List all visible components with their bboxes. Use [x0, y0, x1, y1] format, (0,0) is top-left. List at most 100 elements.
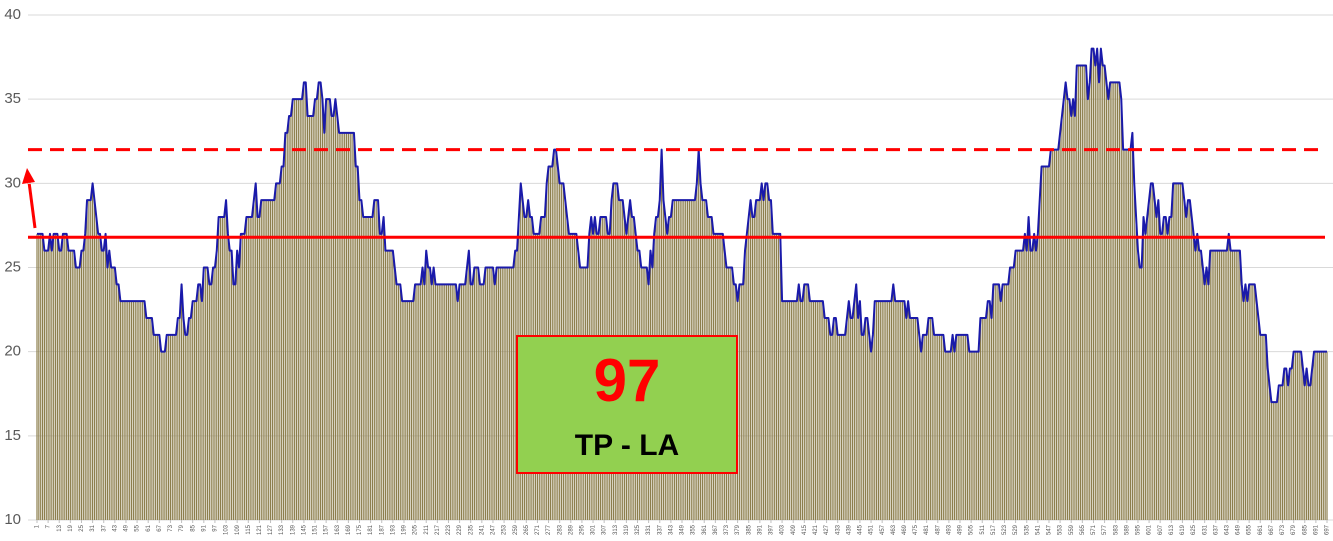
annotation-box — [516, 335, 738, 474]
bar — [101, 250, 103, 520]
bar — [262, 200, 264, 520]
bar — [1133, 183, 1135, 521]
bar — [920, 351, 922, 520]
bar — [1276, 402, 1278, 520]
bar — [785, 301, 787, 520]
bar — [351, 132, 353, 521]
bar — [75, 267, 77, 520]
x-tick-label: 271 — [535, 524, 541, 535]
bar — [384, 250, 387, 520]
bar — [179, 318, 181, 520]
bar — [1302, 368, 1304, 520]
bar — [1109, 82, 1111, 520]
bar — [442, 284, 444, 520]
x-tick-label: 61 — [146, 524, 152, 531]
bar — [342, 132, 344, 521]
x-tick-label: 49 — [124, 524, 130, 531]
bar — [151, 318, 153, 520]
bar — [1142, 217, 1145, 520]
bar — [996, 284, 998, 520]
bar — [162, 351, 164, 520]
bar — [1020, 250, 1022, 520]
bar — [661, 149, 663, 520]
bar — [188, 318, 190, 520]
bar — [79, 267, 81, 520]
bar — [1096, 48, 1098, 521]
bar — [279, 183, 281, 521]
bar — [444, 284, 446, 520]
bar — [490, 267, 492, 520]
bar — [1126, 149, 1128, 520]
bar — [277, 183, 279, 521]
bar — [395, 284, 398, 520]
bar — [1235, 250, 1237, 520]
bar — [347, 132, 349, 521]
bar — [946, 351, 948, 520]
bar — [286, 132, 288, 521]
bar — [838, 334, 841, 520]
bar — [501, 267, 503, 520]
x-tick-label: 337 — [657, 524, 663, 535]
bar — [282, 166, 285, 520]
bar — [811, 301, 813, 520]
bar — [1198, 250, 1200, 520]
bar — [755, 200, 757, 520]
bar — [388, 250, 390, 520]
bar — [158, 334, 160, 520]
bar — [1233, 250, 1235, 520]
bar — [989, 301, 991, 520]
bar — [749, 200, 752, 520]
bar — [321, 99, 324, 521]
x-tick-label: 127 — [268, 524, 274, 535]
bar — [892, 284, 894, 520]
x-tick-label: 595 — [1136, 524, 1142, 535]
bar — [117, 284, 120, 520]
bar — [746, 233, 748, 521]
bar — [698, 149, 700, 520]
x-tick-label: 259 — [513, 524, 519, 535]
bar — [1226, 250, 1228, 520]
bar — [1217, 250, 1219, 520]
bar — [43, 250, 46, 520]
bar — [255, 183, 257, 521]
x-tick-label: 283 — [557, 524, 563, 535]
bar — [1318, 351, 1321, 520]
bar — [297, 99, 299, 521]
x-tick-label: 475 — [913, 524, 919, 535]
x-tick-label: 7 — [46, 524, 52, 528]
bar — [953, 351, 956, 520]
bar — [1287, 385, 1289, 520]
bar — [1255, 301, 1258, 520]
x-tick-label: 313 — [613, 524, 619, 535]
bar — [864, 318, 867, 520]
bar — [974, 351, 976, 520]
bar — [890, 301, 893, 520]
bar — [1211, 250, 1213, 520]
x-tick-label: 553 — [1058, 524, 1064, 535]
bar — [1307, 385, 1310, 520]
bar — [184, 334, 186, 520]
bar — [876, 301, 878, 520]
x-tick-label: 613 — [1169, 524, 1175, 535]
bar — [792, 301, 794, 520]
bar — [1131, 132, 1133, 521]
bar — [88, 200, 90, 520]
bar — [431, 284, 433, 520]
bar — [103, 250, 105, 520]
bar — [357, 166, 359, 520]
bar — [186, 334, 188, 520]
bar — [863, 334, 865, 520]
bar — [512, 267, 514, 520]
x-tick-label: 151 — [313, 524, 319, 535]
bar — [846, 318, 848, 520]
bar — [1315, 351, 1317, 520]
bar — [870, 351, 872, 520]
bar — [1161, 233, 1163, 521]
bar — [1291, 368, 1293, 520]
bar — [1137, 250, 1139, 520]
bar — [386, 250, 388, 520]
bar — [872, 334, 874, 520]
bar — [368, 217, 370, 520]
bar — [866, 318, 868, 520]
bar — [167, 334, 170, 520]
